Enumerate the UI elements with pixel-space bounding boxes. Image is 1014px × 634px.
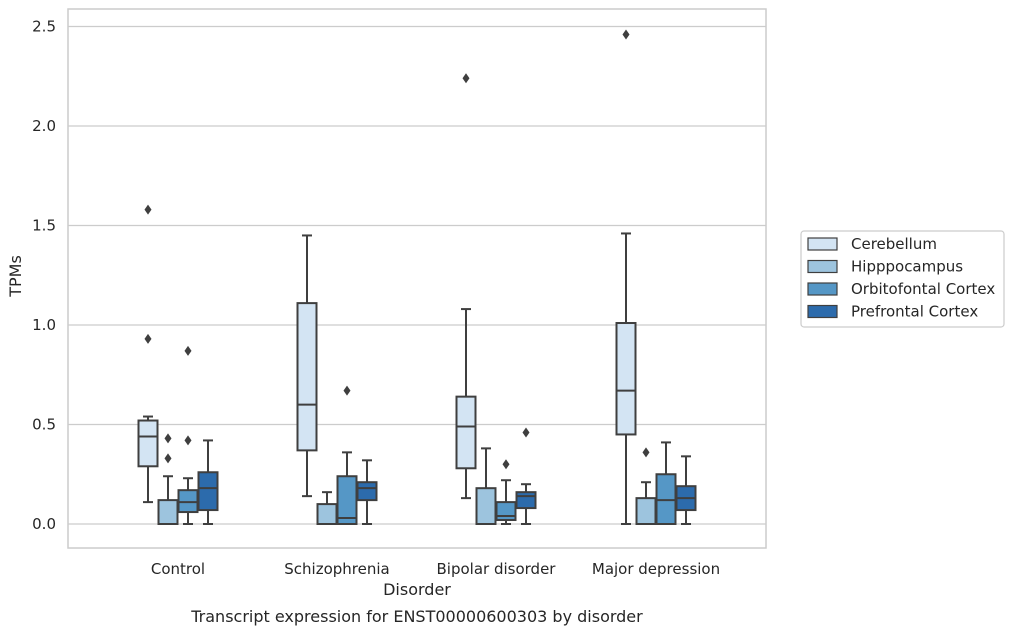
- y-tick-label: 2.0: [32, 117, 56, 135]
- iqr-box: [316, 503, 338, 526]
- legend: Cerebellum Hipppocampus Orbitofontal Corte…: [800, 230, 1005, 328]
- box-hipppocampus: [475, 447, 497, 525]
- outlier-point: [164, 453, 172, 464]
- box-prefrontal-cortex: [356, 459, 378, 525]
- outlier-point: [184, 435, 192, 446]
- legend-swatch: [807, 304, 838, 319]
- x-tick-label: Schizophrenia: [284, 560, 389, 578]
- box-hipppocampus: [635, 447, 657, 526]
- x-tick-label: Control: [151, 560, 205, 578]
- outlier-point: [462, 73, 470, 84]
- box-plot-series: [137, 29, 697, 526]
- plot-frame: [67, 8, 767, 549]
- box-cerebellum: [615, 29, 637, 525]
- box-orbitofontal-cortex: [177, 345, 199, 525]
- outlier-point: [622, 29, 630, 40]
- box-cerebellum: [137, 204, 159, 504]
- outlier-point: [144, 204, 152, 215]
- outlier-point: [522, 427, 530, 438]
- iqr-box: [157, 499, 179, 525]
- grid-lines: [68, 25, 766, 525]
- iqr-box: [356, 481, 378, 502]
- outlier-point: [642, 447, 650, 458]
- y-tick-label: 2.5: [32, 18, 56, 36]
- legend-label: Hipppocampus: [851, 258, 963, 276]
- box-hipppocampus: [316, 491, 338, 526]
- axis-ticks: 0.0 0.5 1.0 1.5 2.0 2.5 Control Schizophrenia Bi…: [32, 18, 720, 579]
- legend-swatch: [807, 259, 838, 274]
- legend-frame: [800, 230, 1005, 328]
- outlier-point: [184, 345, 192, 356]
- iqr-box: [137, 419, 159, 468]
- box-orbitofontal-cortex: [495, 459, 517, 525]
- box-prefrontal-cortex: [675, 455, 697, 525]
- box-cerebellum: [296, 234, 318, 498]
- box-orbitofontal-cortex: [336, 385, 358, 525]
- iqr-box: [615, 322, 637, 436]
- legend-swatch: [807, 237, 838, 251]
- iqr-box: [495, 501, 517, 522]
- legend-swatch: [807, 282, 838, 296]
- y-tick-label: 0.0: [32, 515, 56, 533]
- iqr-box: [455, 395, 477, 470]
- legend-label: Cerebellum: [851, 235, 937, 253]
- outlier-point: [144, 333, 152, 344]
- outlier-point: [502, 459, 510, 470]
- legend-label: Prefrontal Cortex: [851, 303, 978, 321]
- legend-label: Orbitofontal Cortex: [851, 280, 995, 298]
- box-hipppocampus: [157, 433, 179, 525]
- x-axis-label: Disorder: [383, 580, 451, 599]
- box-prefrontal-cortex: [515, 427, 537, 525]
- outlier-point: [343, 385, 351, 396]
- y-tick-label: 0.5: [32, 416, 56, 434]
- iqr-box: [515, 491, 537, 510]
- x-tick-label: Major depression: [592, 560, 720, 578]
- x-tick-label: Bipolar disorder: [437, 560, 557, 578]
- box-orbitofontal-cortex: [655, 441, 677, 525]
- iqr-box: [336, 475, 358, 525]
- box-cerebellum: [455, 73, 477, 500]
- iqr-box: [296, 302, 318, 452]
- chart-caption: Transcript expression for ENST0000060030…: [190, 607, 643, 626]
- outlier-point: [164, 433, 172, 444]
- box-prefrontal-cortex: [197, 439, 219, 525]
- iqr-box: [197, 471, 219, 512]
- y-tick-label: 1.0: [32, 316, 56, 334]
- y-tick-label: 1.5: [32, 217, 56, 235]
- iqr-box: [475, 487, 497, 525]
- iqr-box: [635, 497, 657, 526]
- y-axis-label: TPMs: [6, 255, 25, 298]
